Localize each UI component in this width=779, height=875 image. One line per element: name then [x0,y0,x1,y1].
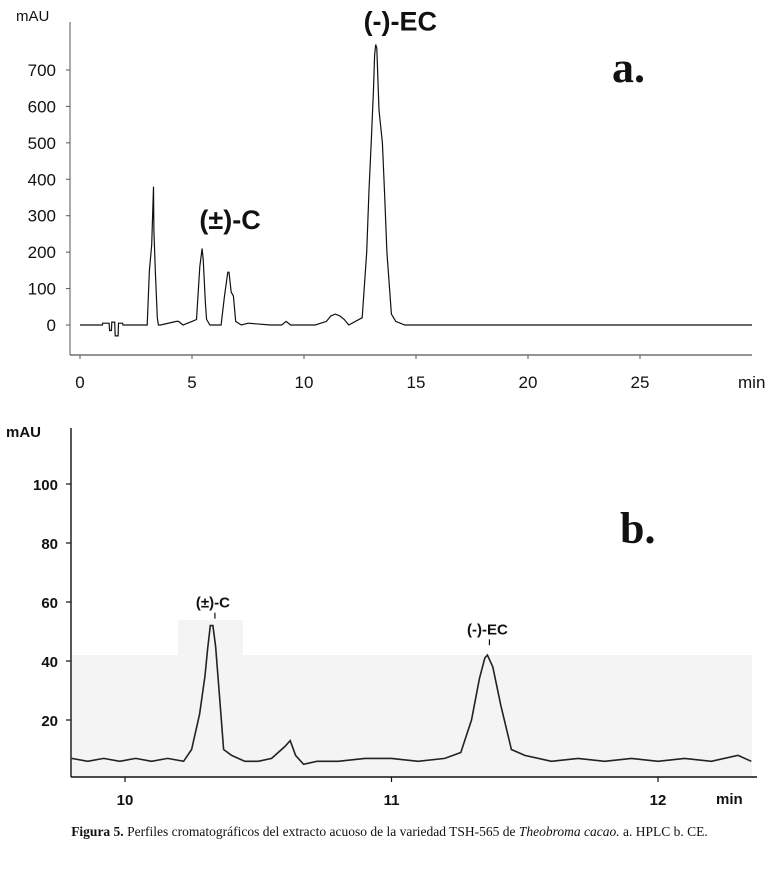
chart-a-xtick-label: 15 [407,373,426,392]
chart-b-ytick-label: 20 [41,713,58,730]
chart-b-series-line [71,624,752,766]
chart-a-xtick-label: 10 [295,373,314,392]
caption-text: Perfiles cromatográficos del extracto ac… [127,824,516,839]
chart-a-xtick-label: 5 [187,373,196,392]
chart-a-xunit: min [738,373,765,392]
figure-caption: Figura 5. Perfiles cromatográficos del e… [8,822,771,841]
chart-a-ytick-label: 500 [28,134,56,153]
figure-chromatograms: mAU min a. 0 100 200 300 400 500 600 700 0 5 10 15… [6,7,765,809]
chart-a: mAU min a. 0 100 200 300 400 500 600 700 0 5 10 15… [16,7,765,392]
chart-a-ytick-label: 200 [28,243,56,262]
chart-a-ytick-label: 600 [28,97,56,116]
chart-b-ytick-label: 100 [33,477,58,494]
chart-b-xtick-label: 12 [650,792,667,809]
chart-a-panel-label: a. [612,43,645,92]
chart-b-ytick-label: 80 [41,536,58,553]
chart-a-peak-label: (-)-EC [364,7,437,37]
chart-b-xtick-label: 10 [117,792,134,809]
chart-b-plot-shade [72,655,752,777]
chart-b-ytick-label: 60 [41,595,58,612]
chart-a-peak-label: (±)-C [199,205,260,235]
chart-b-ytick-label: 40 [41,654,58,671]
chart-a-xtick-label: 25 [631,373,650,392]
chart-a-ytick-label: 300 [28,207,56,226]
chart-a-series-line [80,44,752,337]
chart-b-peak-label: (±)-C [196,595,230,612]
chart-b-peak-label: (-)-EC [467,621,508,638]
chart-b-xunit: min [716,791,743,808]
chart-a-ytick-label: 400 [28,170,56,189]
chart-b-panel-label: b. [620,504,655,553]
chart-a-xtick-label: 20 [519,373,538,392]
caption-tail: a. HPLC b. CE. [623,824,708,839]
chart-b-xtick-label: 11 [384,792,400,809]
caption-species: Theobroma cacao. [518,824,620,839]
chart-a-ytick-label: 700 [28,61,56,80]
chart-a-xtick-label: 0 [75,373,84,392]
chart-a-ytick-label: 0 [47,316,56,335]
chart-a-ytick-label: 100 [28,280,56,299]
chart-b: mAU min b. 20 40 60 80 100 10 11 12 (±)-C (-)-E… [6,424,757,809]
caption-label: Figura 5. [71,824,124,839]
chart-a-ylabel: mAU [16,8,49,25]
chart-b-ylabel: mAU [6,424,41,441]
